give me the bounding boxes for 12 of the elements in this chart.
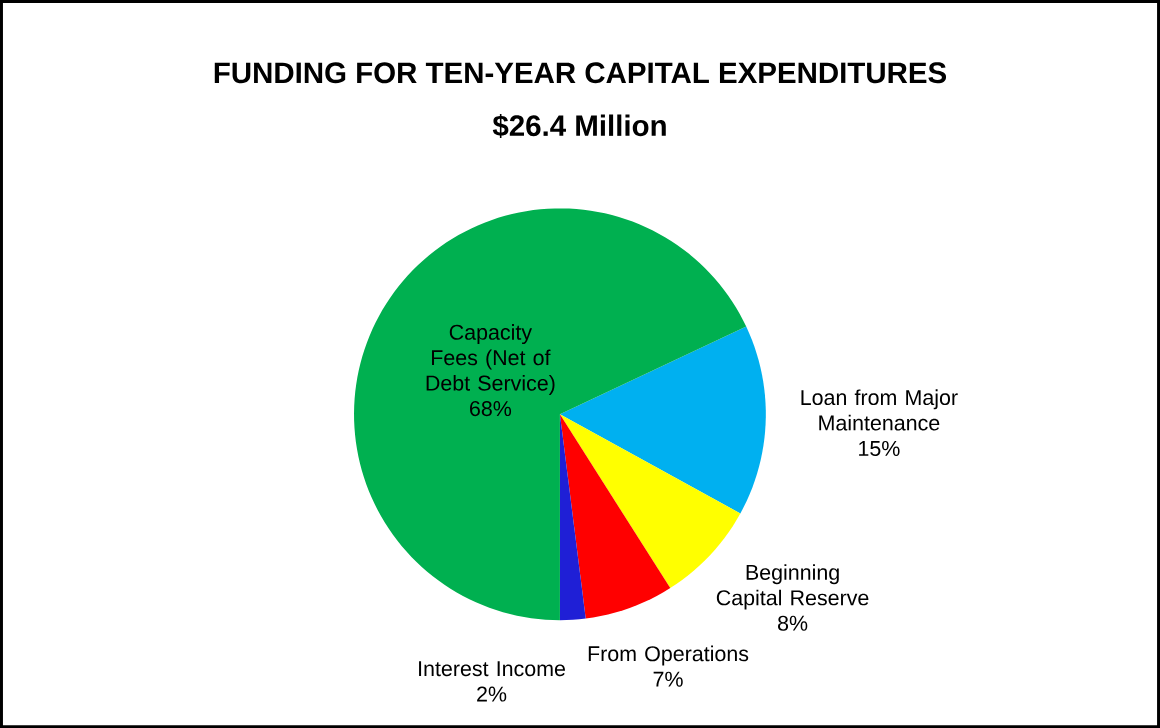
data-label: 7% bbox=[653, 671, 683, 687]
slice-label: From Operations bbox=[588, 645, 749, 666]
slice-label: Capacity Fees (Net of Debt Service) bbox=[426, 324, 555, 395]
slice-label: Loan from Major Maintenance bbox=[801, 389, 958, 431]
data-label: 2% bbox=[477, 686, 507, 702]
data-label: 68% bbox=[470, 400, 512, 417]
chart-subtitle: $26.4 Million bbox=[492, 113, 666, 138]
slice-label: Beginning Capital Reserve bbox=[716, 564, 869, 610]
data-label: 8% bbox=[778, 615, 808, 631]
chart-title: FUNDING FOR TEN-YEAR CAPITAL EXPENDITURES bbox=[214, 62, 947, 84]
slice-label: Interest Income bbox=[419, 661, 565, 677]
data-label: 15% bbox=[859, 440, 900, 456]
